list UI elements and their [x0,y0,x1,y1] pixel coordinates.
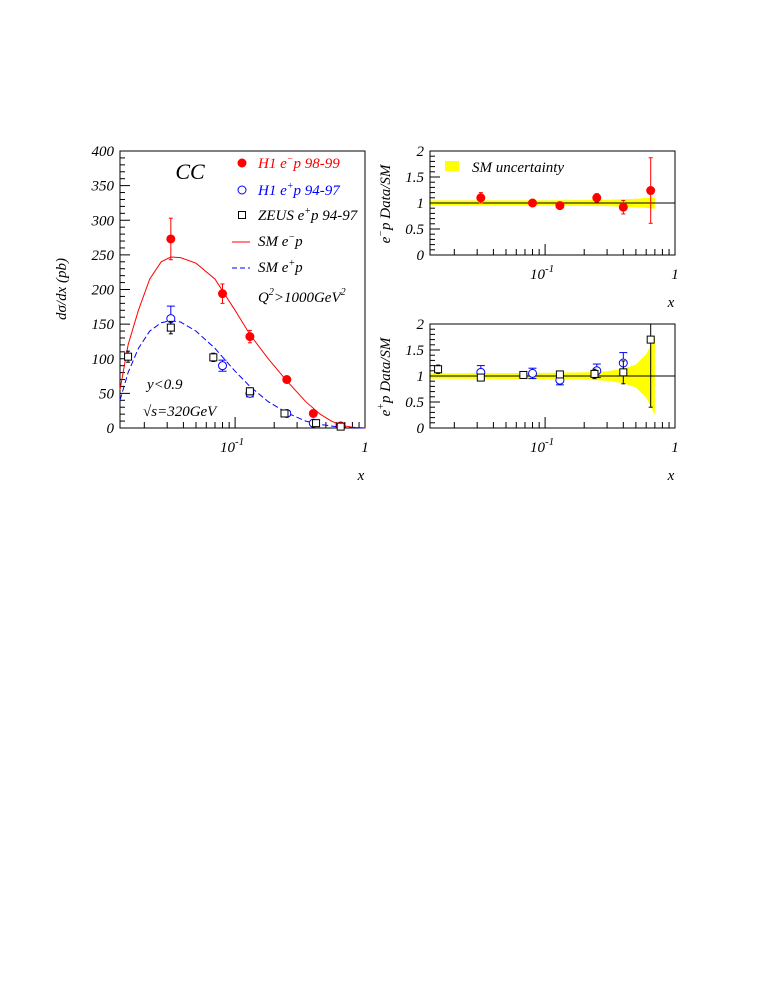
ratio-ep-x-tick-label: 10-1 [530,436,554,456]
ratio-em-x-tick-label: 10-1 [530,263,554,283]
ratio-ep-zeus-ep-point [519,370,528,379]
main-y-tick-label: 0 [107,421,115,437]
ratio-em-x-axis-label: x [667,295,675,311]
ratio-ep-y-tick-label: 0 [417,421,425,437]
ratio-ep-h1-ep-point [528,368,538,378]
ratio-ep-y-tick-label: 1 [417,369,425,385]
ratio-em-x-tick-label: 1 [671,267,679,283]
h1-em-point [245,332,255,342]
sm-uncertainty-label: SM uncertainty [472,160,564,176]
ratio-em-h1-em-point [528,198,538,208]
sm-em-curve [119,256,366,429]
ratio-ep-zeus-ep-point [590,369,599,378]
h1-em-point [166,234,176,244]
main-y-tick-label: 200 [92,283,115,299]
main-y-tick-label: 250 [92,248,115,264]
ratio-ep-zeus-ep-point [619,368,628,377]
main-panel: 0 50 100 150 200 250 300 350 400 10-1 1 x dσ/dx (pb)… [54,144,369,484]
ratio-ep-y-tick-label: 1.5 [405,343,424,359]
main-x-tick-label: 10-1 [220,436,244,456]
ratio-em-y-tick-label: 2 [417,144,425,160]
ratio-ep-x-axis-label: x [667,468,675,484]
sm-uncertainty-swatch [445,161,459,171]
ratio-ep-x-tick-label: 1 [671,440,679,456]
legend-zeus-ep-label: ZEUS e+p 94-97 [258,206,359,224]
ratio-em-h1-em-point [555,201,565,211]
main-y-tick-label: 50 [99,386,115,402]
legend-sm-ep-label: SM e+p [258,258,303,276]
h1-em-point [308,408,318,418]
main-title: CC [175,159,205,184]
ratio-em-y-tick-label: 0.5 [405,222,424,238]
zeus-ep-point [280,409,289,418]
ratio-ep-zeus-ep-point [646,335,655,344]
ratio-em-h1-em-point [646,186,656,196]
main-y-tick-label: 400 [92,144,115,160]
ratio-ep-zeus-ep-point [555,370,564,379]
h1-em-point [218,289,228,299]
ratio-em-h1-em-point [618,202,628,212]
main-x-tick-label: 1 [361,440,369,456]
zeus-ep-point [124,352,133,361]
h1-em-point [282,375,292,385]
ratio-ep-y-axis-label: e+p Data/SM [376,336,394,416]
ratio-em-y-tick-label: 0 [417,248,425,264]
zeus-ep-point [336,422,345,431]
legend-sm-em-label: SM e−p [258,232,303,250]
ratio-ep-zeus-ep-point [476,373,485,382]
zeus-ep-point [209,353,218,362]
legend-h1-em-swatch [237,158,247,168]
legend-zeus-ep-swatch [238,211,246,219]
legend-h1-ep-label: H1 e+p 94-97 [257,181,341,199]
sqrt-s-annotation: √s=320GeV [143,404,218,420]
y-cut-annotation: y<0.9 [145,377,183,393]
main-y-tick-label: 100 [92,352,115,368]
main-x-axis-label: x [357,468,365,484]
zeus-ep-point [312,419,321,428]
legend-h1-ep-swatch [237,185,247,195]
main-y-tick-label: 300 [91,213,115,229]
ratio-em-y-tick-label: 1 [417,196,425,212]
zeus-ep-point [245,387,254,396]
main-y-tick-label: 150 [92,317,115,333]
ratio-em-panel: 0 0.5 1 1.5 2 10-1 1 x SM uncertainty e−p Data/SM [376,144,679,311]
legend-h1-em-label: H1 e−p 98-99 [257,154,340,172]
ratio-em-y-axis-label: e−p Data/SM [376,163,394,243]
q2-annotation: Q2>1000GeV2 [258,287,346,306]
ratio-ep-zeus-ep-point [434,365,443,374]
main-y-axis-label: dσ/dx (pb) [54,258,70,320]
ratio-ep-y-tick-label: 2 [417,317,425,333]
ratio-em-y-tick-label: 1.5 [405,170,424,186]
zeus-ep-point [166,323,175,332]
sm-ep-curve [119,320,366,429]
h1-ep-point [218,361,228,371]
ratio-em-h1-em-point [592,193,602,203]
main-y-tick-label: 350 [91,179,115,195]
ratio-ep-panel: 0 0.5 1 1.5 2 10-1 1 x e+p Data/SM [376,317,679,484]
ratio-ep-y-tick-label: 0.5 [405,395,424,411]
ratio-em-h1-em-point [476,193,486,203]
